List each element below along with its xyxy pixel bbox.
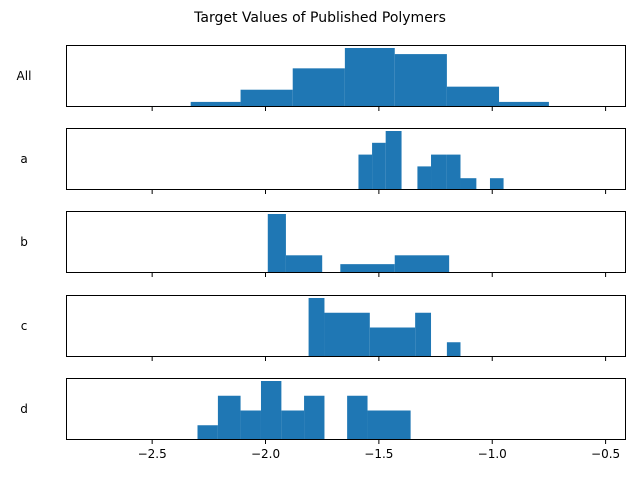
axes-frame-All bbox=[66, 45, 626, 107]
x-tick-label-4: −0.5 bbox=[591, 447, 620, 461]
axes-frame-a bbox=[66, 128, 626, 190]
bar-a-7 bbox=[489, 178, 504, 190]
bar-b-2 bbox=[340, 264, 395, 273]
x-tick-label-1: −2.0 bbox=[251, 447, 280, 461]
bar-All-7 bbox=[499, 101, 549, 107]
bar-d-5 bbox=[304, 395, 325, 440]
bar-a-6 bbox=[460, 178, 477, 190]
bar-b-0 bbox=[267, 214, 286, 273]
axes-frame-b bbox=[66, 211, 626, 273]
bar-c-3 bbox=[415, 312, 432, 357]
x-tick-label-3: −1.0 bbox=[478, 447, 507, 461]
panel-b: b bbox=[20, 211, 626, 277]
x-tick-label-0: −2.5 bbox=[138, 447, 167, 461]
bar-c-1 bbox=[324, 312, 370, 357]
bar-a-3 bbox=[417, 166, 432, 190]
panel-c: c bbox=[21, 295, 626, 361]
bar-All-2 bbox=[240, 89, 293, 107]
row-label-All: All bbox=[17, 69, 32, 83]
bar-a-5 bbox=[446, 154, 461, 190]
bar-All-1 bbox=[190, 101, 241, 107]
x-tick-label-2: −1.5 bbox=[364, 447, 393, 461]
row-label-d: d bbox=[20, 402, 28, 416]
panel-d: d −2.5 −2.0 −1.5 −1.0 −0.5 bbox=[20, 378, 626, 461]
bar-All-6 bbox=[446, 86, 500, 107]
axes-frame-c bbox=[66, 295, 626, 357]
row-label-a: a bbox=[20, 152, 27, 166]
bar-c-2 bbox=[369, 327, 416, 357]
chart-title: Target Values of Published Polymers bbox=[193, 10, 446, 26]
bar-a-4 bbox=[431, 154, 447, 190]
bar-d-6 bbox=[347, 395, 368, 440]
axes-frame-d bbox=[66, 378, 626, 440]
bar-d-7 bbox=[367, 410, 411, 440]
bar-All-5 bbox=[394, 54, 447, 107]
bar-a-0 bbox=[358, 154, 373, 190]
bar-a-2 bbox=[385, 131, 402, 190]
row-label-b: b bbox=[20, 235, 28, 249]
bar-c-0 bbox=[308, 298, 325, 357]
bar-d-2 bbox=[240, 410, 261, 440]
bar-All-4 bbox=[344, 48, 395, 107]
panel-All: All bbox=[17, 45, 626, 111]
bar-a-1 bbox=[372, 142, 386, 190]
panel-a: a bbox=[20, 128, 626, 194]
row-label-c: c bbox=[21, 319, 28, 333]
bar-b-1 bbox=[285, 255, 323, 273]
bar-c-4 bbox=[446, 342, 461, 357]
bar-d-1 bbox=[217, 395, 241, 440]
panels: All a b c d −2.5 −2.0 −1.5 −1.0 −0.5 bbox=[17, 45, 626, 461]
bar-b-3 bbox=[394, 255, 450, 273]
bar-d-0 bbox=[197, 425, 218, 440]
bar-d-3 bbox=[260, 381, 282, 440]
bar-All-3 bbox=[292, 68, 345, 107]
bar-d-4 bbox=[281, 410, 305, 440]
